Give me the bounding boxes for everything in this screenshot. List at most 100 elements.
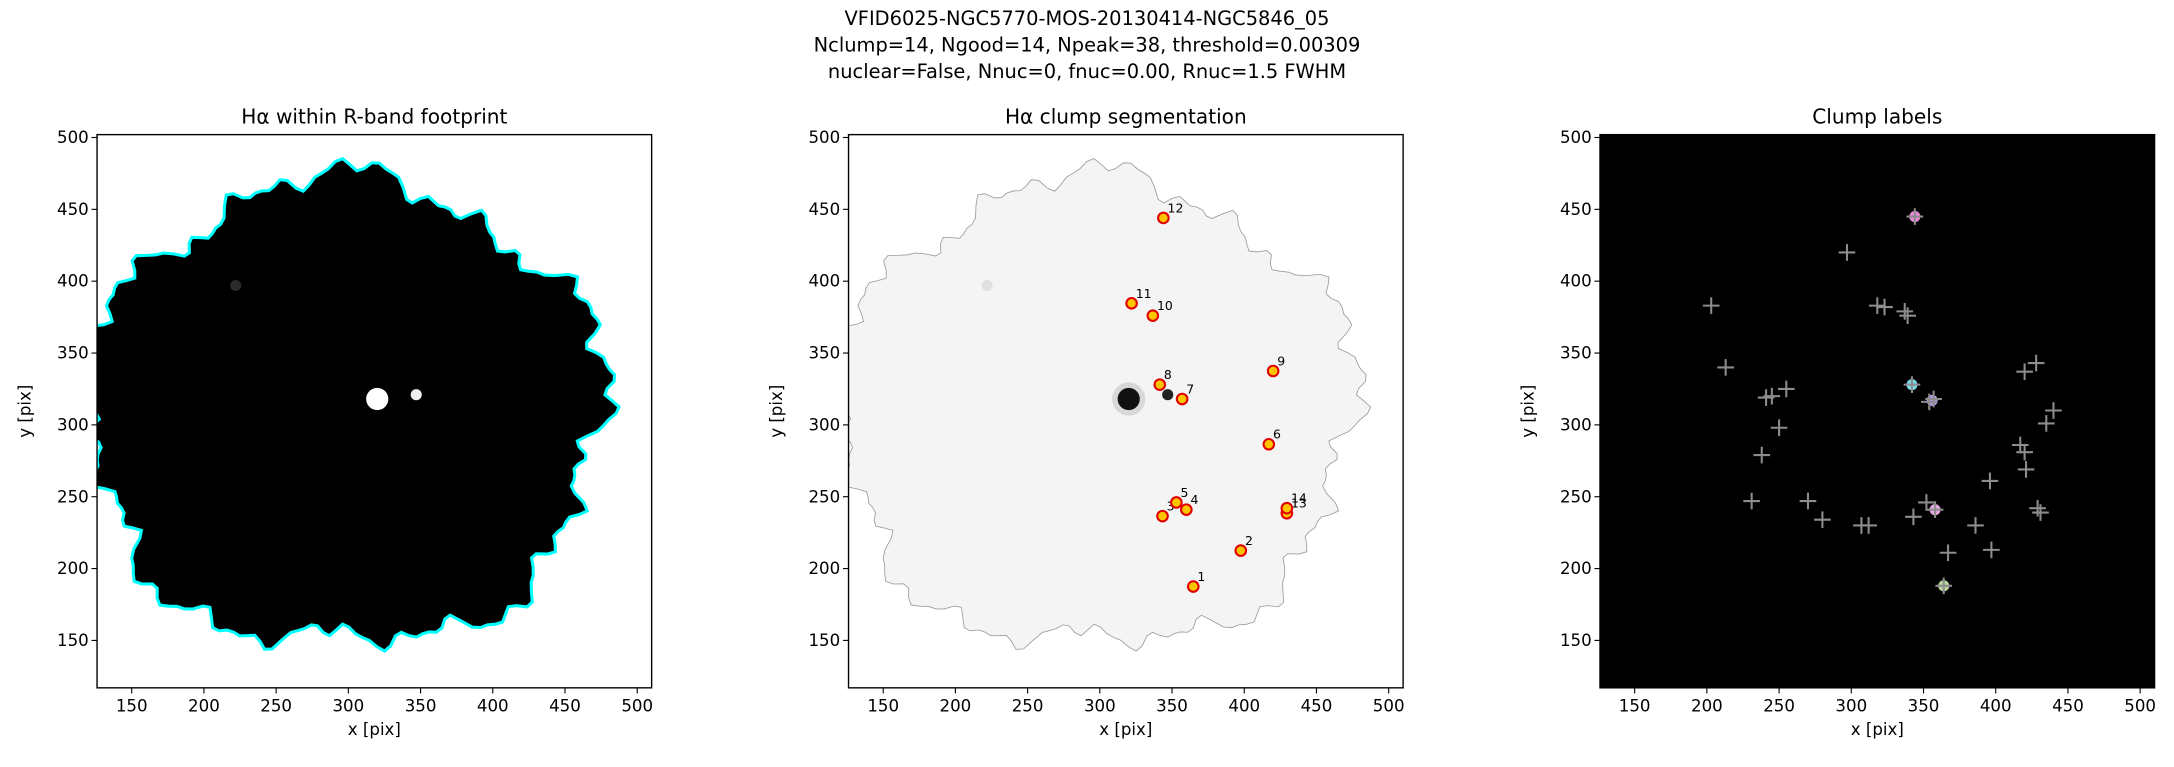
clump-label: 12: [1168, 200, 1184, 215]
peak-marker: [1935, 577, 1953, 595]
y-tick-label: 200: [1560, 559, 1592, 578]
x-tick-label: 400: [1228, 696, 1260, 715]
dark-core: [1117, 387, 1140, 411]
peak-marker: [2011, 436, 2029, 454]
footprint: [848, 158, 1372, 652]
x-tick-label: 150: [116, 696, 148, 715]
footprint: [97, 156, 621, 653]
clump-label: 8: [1164, 367, 1172, 382]
panel: 150 200 250 300 350 400 450 500 150 200 250 300 350 4…: [16, 105, 654, 739]
axes-title: Hα clump segmentation: [1005, 105, 1247, 129]
clump-marker: [1180, 503, 1193, 516]
peak-marker: [1939, 544, 1957, 562]
clump-marker: [1234, 544, 1248, 557]
y-tick-label: 400: [57, 272, 89, 291]
clump-label: 3: [1167, 499, 1175, 514]
clump-marker: [1266, 364, 1280, 378]
y-tick-label: 150: [1560, 631, 1592, 650]
y-tick-label: 350: [1560, 344, 1592, 363]
clump-marker: [1125, 297, 1138, 310]
clump-marker: [1175, 392, 1189, 406]
clump-label: 2: [1245, 533, 1253, 548]
peak-marker: [1903, 376, 1921, 393]
peak-marker: [1814, 511, 1831, 529]
clump-marker: [1262, 437, 1276, 451]
axes-frame: [1599, 133, 2156, 689]
peak-marker: [1753, 446, 1771, 464]
y-tick-label: 450: [57, 200, 89, 219]
y-tick-label: 350: [808, 344, 840, 363]
clump-label: 1: [1197, 569, 1205, 584]
y-axis-label: y [pix]: [1518, 385, 1537, 438]
suptitle-line: VFID6025-NGC5770-MOS-20130414-NGC5846_05: [844, 7, 1329, 30]
plot-area: [1599, 134, 2155, 688]
y-tick-label: 350: [57, 344, 89, 363]
x-tick-label: 500: [621, 696, 653, 715]
clump-label: 5: [1181, 485, 1189, 500]
peak-marker: [2027, 354, 2045, 372]
x-tick-label: 150: [867, 696, 899, 715]
x-axis-label: x [pix]: [1851, 720, 1904, 739]
peak-marker: [1799, 492, 1817, 510]
y-tick-label: 150: [808, 631, 840, 650]
clump-label: 10: [1157, 298, 1173, 313]
y-tick-label: 150: [57, 631, 89, 650]
peak-marker: [1743, 492, 1760, 510]
bright-knot: [410, 389, 422, 401]
clump-label: 11: [1136, 286, 1152, 301]
axes-title: Hα within R-band footprint: [241, 105, 507, 129]
peak-marker: [2016, 443, 2033, 461]
x-tick-label: 150: [1619, 696, 1651, 715]
x-tick-label: 250: [1763, 696, 1795, 715]
peak-marker: [1926, 501, 1944, 518]
y-tick-label: 400: [1560, 272, 1592, 291]
peak-marker: [2016, 363, 2033, 381]
x-axis-label: x [pix]: [348, 720, 401, 739]
x-tick-label: 450: [549, 696, 581, 715]
faint-source: [981, 279, 993, 292]
x-tick-label: 300: [332, 696, 364, 715]
x-tick-label: 350: [405, 696, 437, 715]
y-axis-label: y [pix]: [767, 385, 786, 438]
peak-marker: [1896, 303, 1914, 320]
peak-marker: [1899, 307, 1916, 324]
y-tick-label: 500: [808, 128, 840, 147]
peak-marker: [2045, 402, 2062, 419]
peak-marker: [2017, 461, 2035, 478]
y-tick-label: 250: [57, 487, 89, 506]
plot-area: [97, 134, 652, 688]
y-tick-label: 450: [1560, 200, 1592, 219]
x-tick-label: 200: [940, 696, 972, 715]
peak-marker: [2029, 499, 2046, 517]
peak-marker: [1702, 297, 1720, 314]
y-tick-label: 300: [57, 415, 89, 434]
y-tick-label: 250: [808, 487, 840, 506]
x-tick-label: 450: [2052, 696, 2084, 715]
clump-label: 13: [1291, 496, 1307, 511]
y-tick-label: 500: [1560, 128, 1592, 147]
clump-label: 7: [1186, 381, 1194, 396]
clump-marker: [1157, 211, 1170, 225]
x-tick-label: 300: [1084, 696, 1116, 715]
peak-marker: [1983, 541, 2000, 559]
x-tick-label: 250: [260, 696, 292, 715]
x-tick-label: 200: [1691, 696, 1723, 715]
y-tick-label: 200: [57, 559, 89, 578]
y-axis-label: y [pix]: [16, 385, 35, 438]
clump-marker: [1153, 378, 1167, 391]
clump-label: 14: [1291, 491, 1307, 506]
y-tick-label: 450: [808, 200, 840, 219]
bright-core: [366, 387, 389, 411]
peak-marker: [1763, 387, 1781, 405]
x-tick-label: 350: [1156, 696, 1188, 715]
axes-frame: [96, 133, 653, 689]
y-tick-label: 200: [808, 559, 840, 578]
dark-knot: [1162, 389, 1174, 401]
axes-frame: [847, 133, 1404, 689]
suptitle-line: nuclear=False, Nnuc=0, fnuc=0.00, Rnuc=1…: [828, 60, 1346, 83]
peak-marker: [1868, 297, 1886, 314]
x-tick-label: 450: [1301, 696, 1333, 715]
